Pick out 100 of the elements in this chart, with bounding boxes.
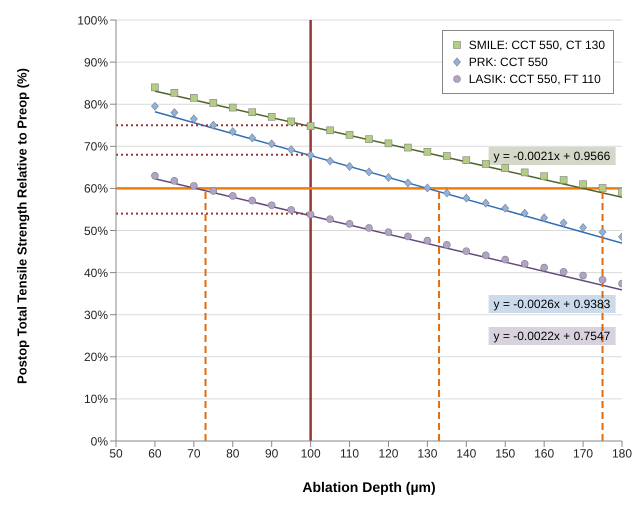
point (287, 118, 295, 126)
point (170, 177, 178, 185)
point (365, 135, 373, 143)
point (560, 176, 568, 184)
y-tick-label: 50% (84, 224, 108, 238)
point (560, 268, 568, 276)
point (462, 156, 470, 164)
point (501, 204, 510, 212)
x-tick-label: 140 (456, 446, 477, 461)
y-tick-label: 80% (84, 97, 108, 112)
point (248, 134, 256, 142)
point (598, 228, 606, 236)
point (151, 172, 159, 180)
point (598, 184, 606, 192)
point (365, 224, 373, 232)
point (540, 172, 548, 180)
x-tick-label: 50 (109, 446, 123, 461)
point (384, 228, 392, 236)
point (579, 223, 587, 232)
point (287, 206, 295, 214)
y-tick-label: 60% (84, 182, 108, 196)
point (462, 247, 470, 255)
point (443, 241, 451, 249)
point (287, 145, 295, 154)
point (424, 184, 432, 192)
annotation: y = -0.0026x + 0.9383 (488, 294, 616, 313)
point (268, 139, 276, 148)
y-tick-label: 40% (84, 266, 108, 280)
x-tick-label: 150 (495, 446, 516, 461)
point (520, 260, 528, 268)
point (501, 256, 510, 264)
point (190, 114, 198, 124)
x-tick-label: 60 (148, 446, 162, 461)
annotation: y = -0.0022x + 0.7547 (488, 327, 616, 346)
point (404, 232, 412, 240)
x-tick-label: 130 (417, 446, 438, 461)
x-tick-label: 180 (612, 446, 632, 461)
point (248, 108, 256, 116)
x-tick-label: 80 (226, 446, 240, 461)
point (579, 272, 587, 280)
point (482, 252, 490, 260)
point (170, 89, 178, 97)
point (210, 187, 218, 195)
point (306, 150, 314, 160)
x-tick-label: 110 (340, 446, 360, 461)
x-tick-label: 90 (265, 446, 279, 461)
point (190, 94, 198, 102)
point (540, 214, 548, 222)
point (170, 108, 178, 117)
point (462, 194, 470, 202)
point (346, 220, 354, 228)
point (404, 178, 412, 188)
point (443, 152, 451, 160)
point (598, 276, 606, 284)
point (404, 144, 412, 152)
y-tick-label: 10% (84, 392, 108, 406)
x-tick-label: 170 (573, 446, 594, 461)
point (482, 160, 490, 168)
point (306, 210, 314, 218)
legend-label: LASIK: CCT 550, FT 110 (468, 72, 601, 86)
point (228, 104, 237, 112)
point (520, 168, 528, 176)
x-tick-label: 120 (378, 446, 399, 461)
point (228, 192, 237, 200)
point (268, 201, 276, 210)
point (384, 173, 392, 182)
point (424, 148, 432, 156)
point (151, 84, 159, 92)
point (482, 198, 490, 208)
x-axis-title: Ablation Depth (µm) (301, 479, 437, 495)
legend-label: SMILE: CCT 550, CT 130 (468, 38, 605, 52)
point (346, 131, 354, 139)
annotation: y = -0.0021x + 0.9566 (488, 146, 616, 165)
x-tick-label: 70 (187, 446, 201, 461)
point (540, 264, 548, 272)
x-tick-label: 160 (534, 446, 554, 461)
y-tick-label: 0% (90, 434, 108, 448)
legend-label: PRK: CCT 550 (468, 55, 548, 69)
y-tick-label: 30% (84, 308, 108, 322)
x-tick-label: 100 (300, 446, 321, 461)
y-tick-label: 70% (84, 140, 108, 154)
point (190, 182, 198, 190)
point (443, 188, 451, 198)
point (326, 156, 334, 166)
point (501, 164, 510, 172)
point (268, 113, 276, 121)
y-tick-label: 20% (84, 350, 108, 364)
point (424, 236, 432, 244)
point (248, 196, 256, 204)
point (228, 127, 237, 136)
point (210, 99, 218, 107)
y-tick-label: 100% (77, 13, 108, 28)
point (520, 208, 528, 218)
y-tick-label: 90% (84, 55, 108, 70)
point (210, 120, 218, 130)
point (560, 218, 568, 228)
point (326, 126, 334, 134)
point (579, 180, 587, 188)
point (306, 122, 314, 130)
point (151, 102, 159, 111)
